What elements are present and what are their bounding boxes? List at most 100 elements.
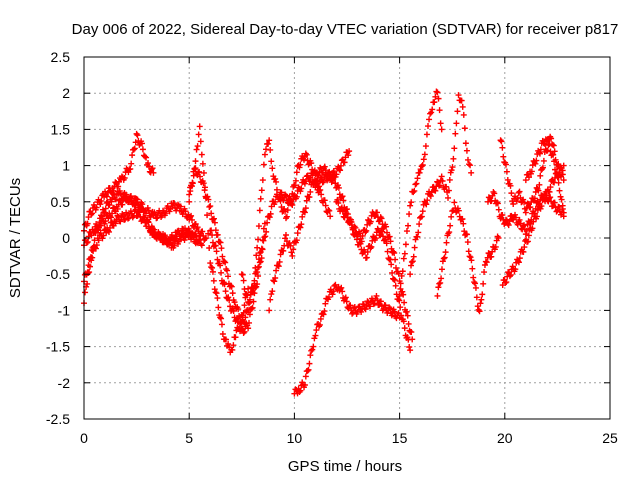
data-point	[556, 204, 563, 211]
data-point	[125, 169, 132, 176]
data-point	[476, 308, 483, 315]
data-point	[256, 207, 263, 214]
data-point	[119, 201, 126, 208]
data-point	[524, 238, 531, 245]
data-point	[468, 169, 475, 176]
data-point	[206, 203, 213, 210]
data-point	[100, 232, 107, 239]
data-point	[448, 167, 455, 174]
data-point	[302, 373, 309, 380]
data-point	[536, 149, 543, 156]
data-point	[384, 248, 391, 255]
data-point	[306, 360, 313, 367]
data-point	[555, 179, 562, 186]
data-point	[85, 262, 92, 269]
data-point	[408, 258, 415, 265]
data-point	[497, 137, 504, 144]
series-track-s	[522, 136, 567, 220]
data-point	[127, 193, 134, 200]
data-point	[507, 182, 514, 189]
data-point	[266, 137, 273, 144]
data-point	[313, 327, 320, 334]
data-point	[522, 177, 529, 184]
series-track-e	[186, 123, 252, 356]
data-point	[234, 315, 241, 322]
data-point	[471, 279, 478, 286]
data-point	[433, 88, 440, 95]
data-point	[256, 250, 263, 257]
data-point	[249, 304, 256, 311]
data-point	[392, 264, 399, 271]
data-point	[539, 164, 546, 171]
data-point	[322, 300, 329, 307]
data-point	[267, 210, 274, 217]
data-point	[143, 154, 150, 161]
data-point	[379, 228, 386, 235]
data-point	[217, 314, 224, 321]
data-point	[514, 221, 521, 228]
series-track-n	[407, 92, 475, 278]
data-point	[229, 305, 236, 312]
data-point	[380, 305, 387, 312]
data-point	[515, 258, 522, 265]
data-point	[367, 218, 374, 225]
data-point	[438, 126, 445, 133]
data-point	[182, 208, 189, 215]
data-point	[403, 228, 410, 235]
data-point	[273, 186, 280, 193]
data-point	[241, 302, 248, 309]
data-point	[330, 168, 337, 175]
data-point	[293, 169, 300, 176]
data-point	[145, 163, 152, 170]
data-point	[554, 207, 561, 214]
data-point	[103, 193, 110, 200]
data-point	[194, 143, 201, 150]
data-point	[134, 212, 141, 219]
data-point	[320, 311, 327, 318]
data-point	[97, 201, 104, 208]
data-point	[402, 241, 409, 248]
data-point	[301, 381, 308, 388]
data-point	[245, 325, 252, 332]
data-point	[213, 290, 220, 297]
data-point	[507, 271, 514, 278]
data-point	[378, 215, 385, 222]
data-point	[503, 168, 510, 175]
data-point	[191, 166, 198, 173]
data-point	[297, 387, 304, 394]
data-point	[330, 288, 337, 295]
data-point	[230, 342, 237, 349]
data-point	[449, 164, 456, 171]
data-point	[386, 305, 393, 312]
data-point	[542, 194, 549, 201]
data-point	[312, 332, 319, 339]
series-track-k	[312, 171, 414, 354]
data-point	[377, 298, 384, 305]
data-point	[293, 193, 300, 200]
data-point	[336, 166, 343, 173]
data-point	[273, 178, 280, 185]
data-point	[115, 183, 122, 190]
data-point	[241, 286, 248, 293]
x-axis-label: GPS time / hours	[288, 458, 402, 475]
data-point	[250, 284, 257, 291]
data-point	[192, 220, 199, 227]
data-point	[283, 213, 290, 220]
data-point	[363, 254, 370, 261]
data-point	[347, 302, 354, 309]
data-point	[416, 169, 423, 176]
data-point	[334, 182, 341, 189]
data-point	[559, 202, 566, 209]
data-point	[469, 265, 476, 272]
data-point	[372, 235, 379, 242]
data-point	[113, 196, 120, 203]
data-point	[418, 213, 425, 220]
data-point	[473, 294, 480, 301]
data-point	[368, 243, 375, 250]
data-point	[371, 300, 378, 307]
data-point	[537, 146, 544, 153]
data-point	[188, 183, 195, 190]
data-point	[199, 160, 206, 167]
data-point	[346, 148, 353, 155]
data-point	[141, 214, 148, 221]
